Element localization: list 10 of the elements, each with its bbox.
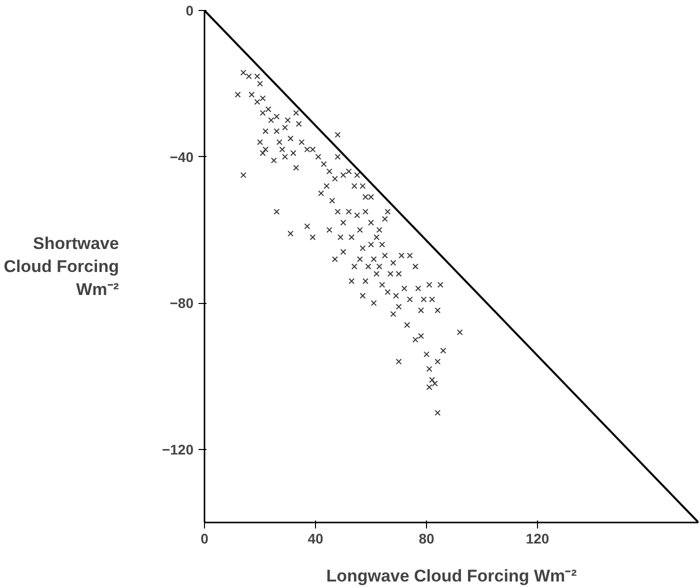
y-tick-label: −40 — [170, 148, 194, 165]
x-tick-label: 40 — [308, 530, 324, 546]
y-axis-title: Shortwave Cloud Forcing Wm⁻² — [4, 234, 120, 299]
x-tick-label: 80 — [418, 530, 435, 546]
y-tick-label: −120 — [162, 441, 194, 458]
x-tick-label: 0 — [200, 530, 209, 546]
y-tick-label: −80 — [170, 295, 194, 312]
x-axis-title: Longwave Cloud Forcing Wm⁻² — [326, 566, 578, 586]
y-tick-label: 0 — [186, 2, 194, 18]
x-tick-label: 120 — [526, 530, 550, 546]
